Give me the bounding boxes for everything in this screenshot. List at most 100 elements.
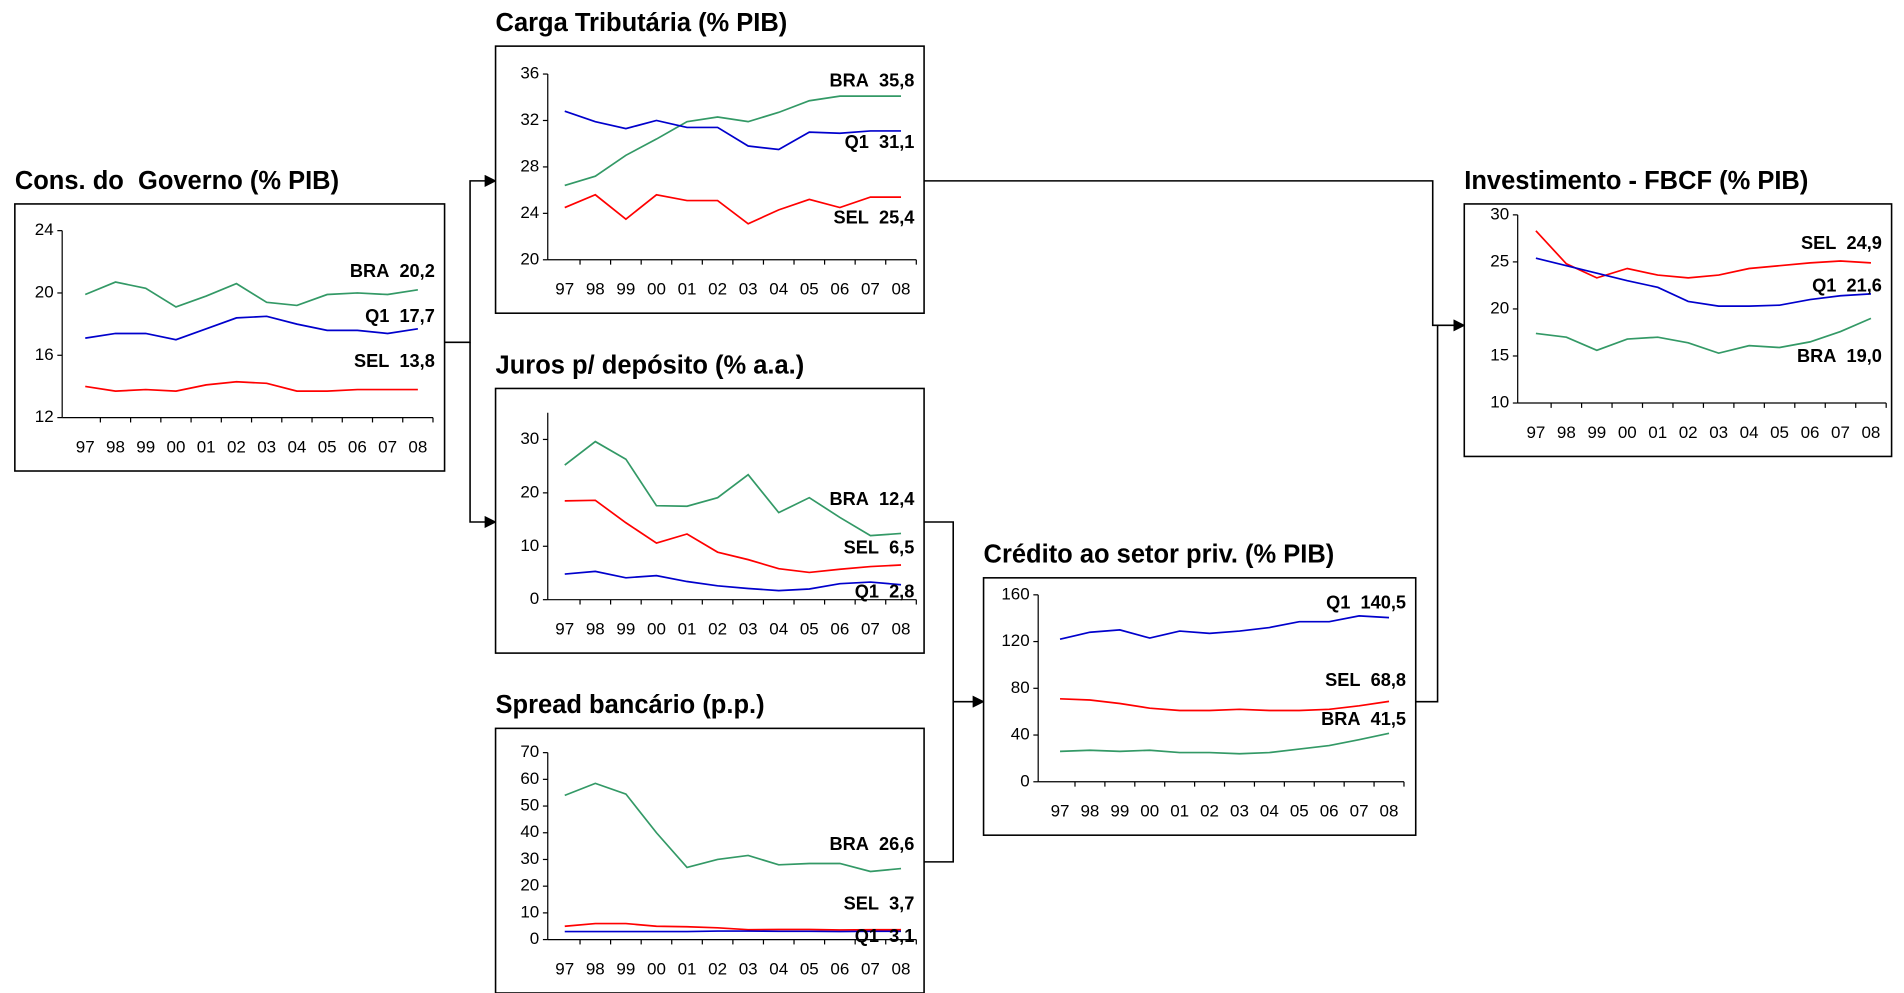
end-label: Q1 3,1 [855,926,915,946]
x-tick-label: 07 [1831,423,1850,442]
series-line [1060,732,1390,755]
series-name: Q1 [855,926,879,946]
end-label: SEL 68,8 [1325,670,1406,690]
x-tick-label: 02 [227,437,246,456]
end-label: Q1 140,5 [1326,592,1406,612]
x-tick-label: 07 [861,280,880,299]
y-tick-label: 12 [35,407,54,426]
x-tick-label: 01 [678,620,697,639]
x-tick-label: 04 [1260,802,1279,821]
series-line [564,440,902,537]
arrow [924,180,1466,332]
x-tick-label: 01 [678,959,697,978]
x-tick-label: 98 [586,280,605,299]
x-tick-label: 00 [647,280,666,299]
end-value: 19,0 [1846,346,1881,366]
y-tick-label: 0 [530,929,539,948]
series-line [564,95,902,187]
x-tick-label: 01 [678,280,697,299]
series-name: BRA [829,834,868,854]
y-tick-label: 0 [1020,771,1029,790]
y-tick-label: 30 [520,429,539,448]
series-name: SEL [833,207,868,227]
end-value: 20,2 [399,261,434,281]
chart-frame [494,387,925,654]
x-tick-label: 03 [739,280,758,299]
end-label: Q1 2,8 [855,581,915,601]
x-tick-label: 02 [708,959,727,978]
x-tick-label: 05 [800,959,819,978]
x-tick-label: 98 [1557,423,1576,442]
x-tick-label: 03 [1230,802,1249,821]
x-tick-label: 02 [708,280,727,299]
x-tick-label: 06 [830,280,849,299]
series-name: BRA [350,261,389,281]
end-value: 3,7 [889,893,914,913]
y-tick-label: 40 [1011,725,1030,744]
series-name: BRA [829,70,868,90]
end-value: 31,1 [879,132,914,152]
end-value: 35,8 [879,70,914,90]
x-tick-label: 97 [76,437,95,456]
end-label: BRA 19,0 [1797,346,1882,366]
x-tick-label: 07 [1350,802,1369,821]
x-tick-label: 05 [1770,423,1789,442]
series-name: SEL [354,351,389,371]
series-name: Q1 [365,306,389,326]
end-label: BRA 12,4 [829,489,915,509]
x-tick-label: 97 [555,280,574,299]
x-tick-label: 06 [830,959,849,978]
x-tick-label: 05 [318,437,337,456]
arrow [924,521,955,863]
x-tick-label: 08 [892,959,911,978]
end-value: 26,6 [879,834,914,854]
series-name: Q1 [1812,275,1836,295]
series-line [84,281,418,308]
end-value: 6,5 [889,538,914,558]
end-value: 17,7 [399,306,434,326]
y-tick-label: 36 [520,64,539,83]
x-tick-label: 01 [1170,802,1189,821]
series-line [85,380,418,392]
x-tick-label: 07 [861,959,880,978]
chart: Cons. do Governo (% PIB) 12 16 20 24 97 98 99 00… [14,167,446,472]
x-tick-label: 99 [616,620,635,639]
y-tick-label: 60 [520,769,539,788]
y-tick-label: 20 [520,876,539,895]
x-tick-label: 00 [647,959,666,978]
x-tick-label: 97 [555,620,574,639]
y-tick-label: 10 [520,902,539,921]
end-label: Q1 17,7 [365,306,435,326]
x-tick-label: 00 [1140,802,1159,821]
y-tick-label: 70 [520,742,539,761]
y-tick-label: 0 [530,589,539,608]
x-tick-label: 08 [408,437,427,456]
end-label: SEL 13,8 [354,351,435,371]
series-line [1535,230,1872,279]
y-tick-label: 24 [520,203,539,222]
end-label: BRA 20,2 [350,261,435,281]
y-tick-label: 160 [1001,584,1029,603]
end-value: 21,6 [1846,275,1881,295]
x-tick-label: 08 [892,620,911,639]
connectors [444,174,1466,863]
end-value: 3,1 [889,926,914,946]
y-tick-label: 30 [520,849,539,868]
arrow [1415,325,1439,703]
series-name: Q1 [1326,592,1350,612]
series-line [564,782,902,873]
x-tick-label: 04 [287,437,306,456]
x-tick-label: 02 [1200,802,1219,821]
y-tick-label: 15 [1490,345,1509,364]
chart-title: Spread bancário (p.p.) [496,691,765,719]
end-label: SEL 6,5 [844,538,915,558]
series-line [1059,615,1390,641]
y-tick-label: 24 [35,220,54,239]
chart-title: Carga Tributária (% PIB) [496,9,788,37]
x-tick-label: 99 [616,280,635,299]
series-line [564,110,902,151]
end-label: Q1 31,1 [845,132,915,152]
end-label: BRA 26,6 [829,834,914,854]
x-tick-label: 06 [1320,802,1339,821]
